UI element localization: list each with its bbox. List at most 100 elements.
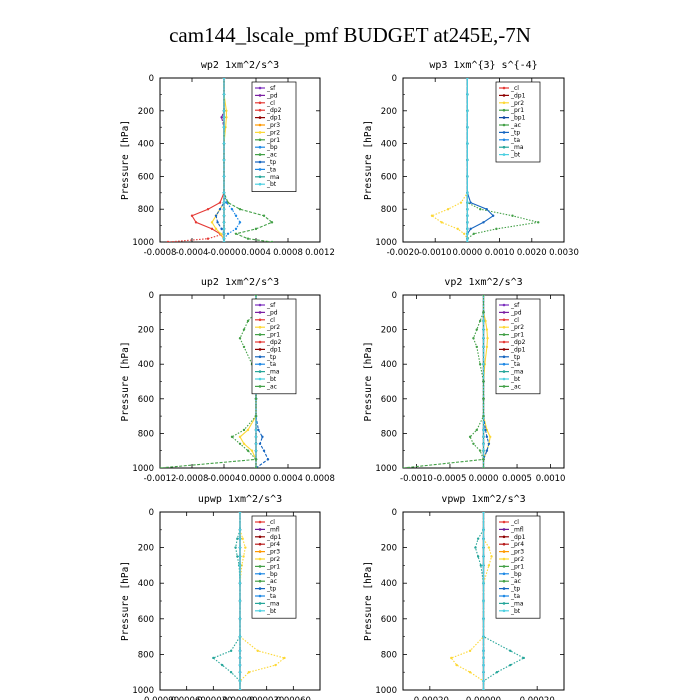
legend-marker	[258, 131, 262, 134]
figure-title: cam144_lscale_pmf BUDGET at245E,-7N	[169, 23, 531, 47]
legend-marker	[258, 370, 262, 373]
legend-label: _bt	[510, 152, 521, 159]
series-point	[475, 328, 478, 331]
legend-marker	[502, 325, 506, 329]
series-point	[485, 345, 489, 349]
series-point	[206, 208, 210, 211]
x-tick-label: -0.0008	[144, 248, 177, 258]
y-tick-label: 600	[138, 395, 154, 405]
series-point	[482, 564, 485, 567]
y-axis-label: Pressure [hPa]	[120, 561, 131, 641]
chart-panel-1: wp3 1xm^{3} s^{-4} Pressure [hPa] 0 200 400 6…	[363, 60, 579, 258]
series-point	[466, 237, 469, 240]
x-tick-label: 0.0005	[502, 474, 532, 484]
series-point	[254, 449, 258, 452]
legend-label: _dp2	[266, 107, 282, 114]
y-tick-label: 600	[138, 172, 154, 182]
series-point	[254, 466, 258, 468]
legend-label: _ac	[510, 383, 521, 390]
series-point	[482, 635, 485, 638]
series-point	[254, 295, 258, 297]
legend-marker	[258, 355, 262, 359]
series-point	[219, 232, 222, 235]
legend-label: _pr1	[510, 332, 524, 339]
legend-marker	[258, 550, 262, 553]
series-point	[222, 240, 226, 242]
y-tick-label: 200	[381, 326, 397, 336]
series-point	[472, 337, 475, 340]
y-tick-label: 800	[381, 429, 397, 439]
series-point	[446, 208, 450, 211]
series-point	[210, 221, 214, 224]
x-tick-label: -0.0005	[434, 474, 467, 484]
legend-marker	[502, 572, 506, 576]
chart-panel-4: upwp 1xm^2/s^3 Pressure [hPa] 0 200 400 600 80…	[120, 494, 321, 700]
series-point	[476, 555, 480, 558]
series-point	[485, 328, 489, 331]
legend-marker	[502, 131, 506, 134]
y-tick-label: 200	[138, 326, 154, 336]
y-tick-label: 400	[381, 140, 397, 150]
legend-marker	[502, 602, 506, 605]
plot-area	[212, 512, 286, 690]
series-point	[222, 109, 226, 113]
series-point	[466, 191, 469, 194]
legend-label: _pr4	[510, 541, 524, 548]
series-point	[226, 232, 230, 235]
legend-label: _bt	[510, 376, 521, 383]
legend-marker	[258, 116, 262, 119]
series-point	[225, 201, 228, 204]
legend-marker	[502, 348, 506, 351]
x-tick-label: 0.0008	[305, 474, 335, 484]
y-tick-label: 400	[138, 579, 154, 589]
legend-label: _sf	[266, 85, 276, 92]
series-line	[474, 512, 525, 690]
series-point	[242, 328, 246, 331]
series-point	[238, 656, 242, 660]
series-point	[479, 564, 483, 567]
legend-label: _dp1	[510, 346, 526, 353]
series-point	[522, 656, 525, 660]
series-point	[472, 232, 476, 235]
legend-marker	[258, 340, 262, 344]
legend-label: _pd	[510, 309, 522, 316]
series-point	[246, 449, 250, 452]
series-point	[283, 656, 286, 660]
legend-marker	[502, 535, 506, 539]
series-point	[487, 564, 491, 567]
legend-label: _bt	[510, 608, 521, 615]
series-point	[487, 442, 491, 445]
series-point	[222, 78, 226, 80]
series-point	[472, 442, 475, 445]
legend-marker	[258, 348, 262, 351]
series-point	[238, 537, 242, 540]
legend-marker	[258, 594, 262, 598]
x-tick-label: -0.00020	[411, 696, 449, 700]
series-point	[466, 78, 469, 80]
series-point	[466, 142, 469, 145]
series-point	[482, 221, 485, 224]
series-point	[270, 221, 274, 224]
series-point	[476, 537, 480, 540]
series-point	[238, 679, 242, 683]
x-tick-label: 0.0000	[453, 248, 483, 258]
series-point	[484, 319, 487, 323]
legend-label: _pr3	[266, 122, 280, 129]
legend-marker	[502, 145, 506, 149]
legend-marker	[502, 303, 506, 307]
series-point	[214, 227, 218, 231]
series-point	[482, 679, 485, 683]
series-point	[240, 564, 243, 567]
legend-marker	[258, 138, 262, 142]
y-tick-label: 200	[381, 107, 397, 117]
y-axis-label: Pressure [hPa]	[363, 120, 374, 200]
legend-marker	[502, 594, 506, 598]
y-tick-label: 0	[392, 74, 397, 84]
series-point	[482, 319, 485, 323]
series-point	[210, 227, 214, 231]
y-axis-label: Pressure [hPa]	[363, 341, 374, 421]
legend-marker	[502, 557, 506, 561]
series-point	[466, 109, 469, 113]
legend-label: _pd	[266, 309, 278, 316]
legend-label: _pr3	[510, 549, 524, 556]
